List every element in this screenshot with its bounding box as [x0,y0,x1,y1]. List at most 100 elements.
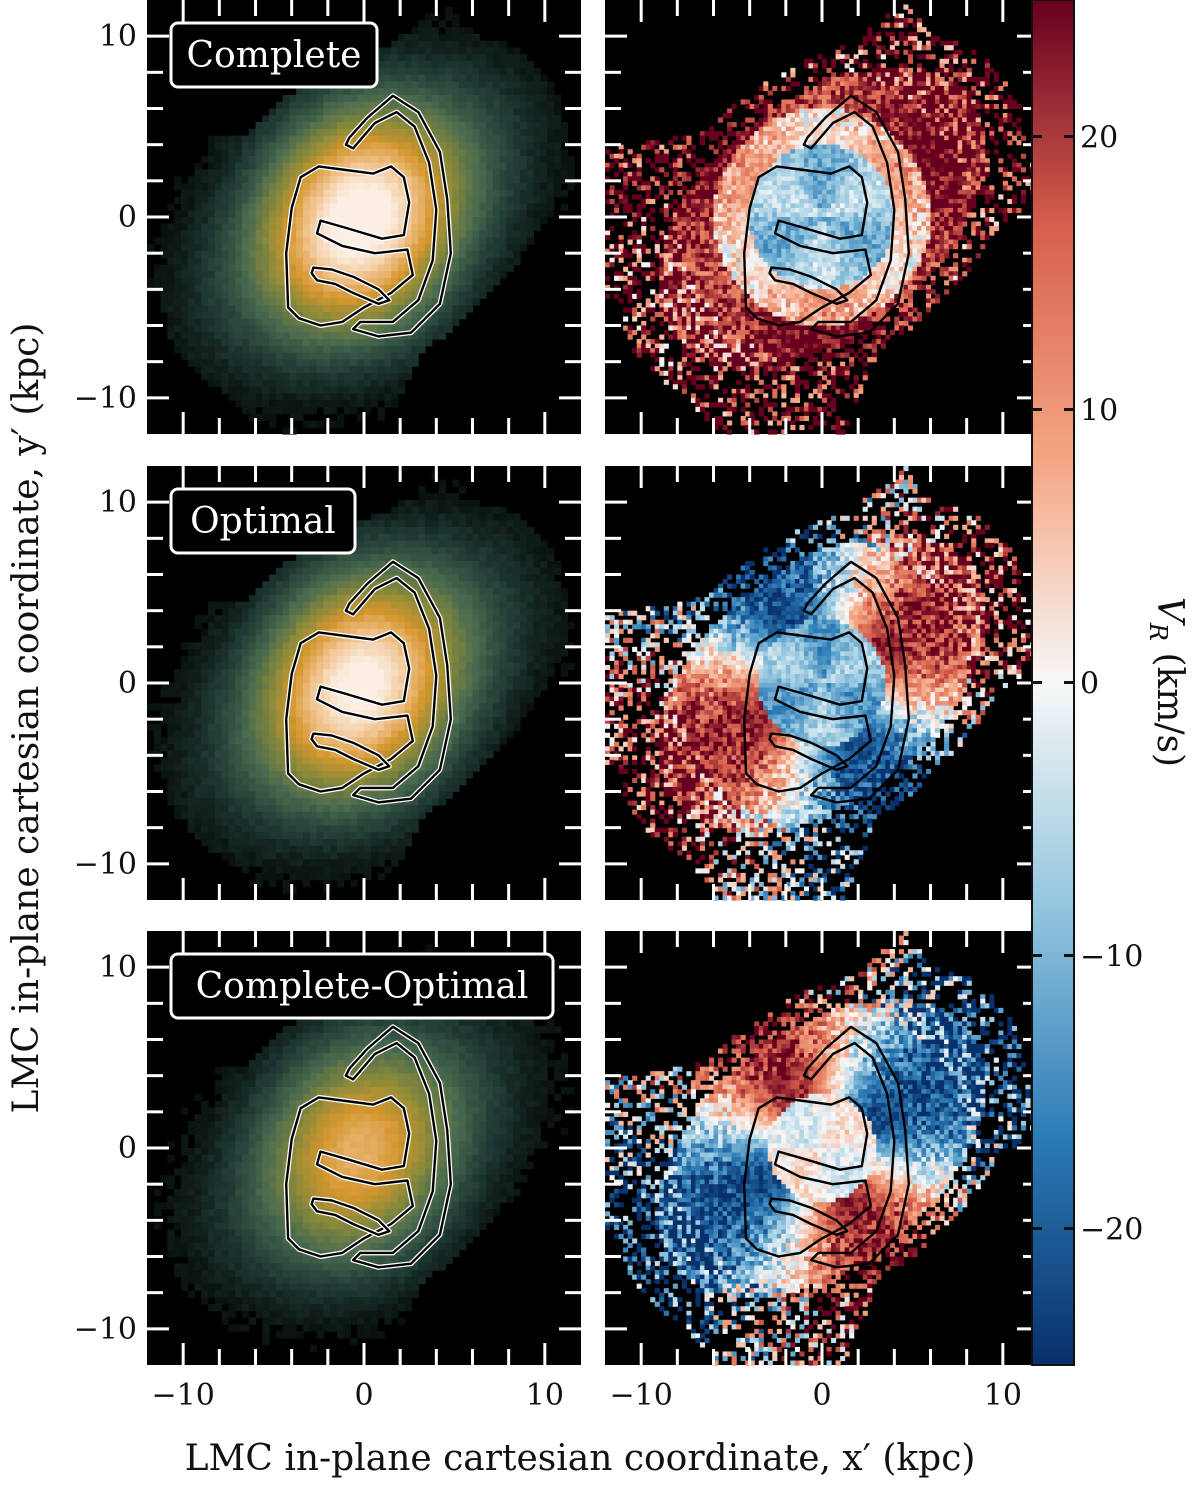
pixel-cell [849,185,855,191]
pixel-cell [962,167,968,173]
pixel-cell [776,117,782,123]
pixel-cell [790,198,796,205]
pixel-cell [262,271,270,279]
pixel-cell [404,33,413,42]
pixel-cell [384,278,392,286]
pixel-cell [776,126,782,132]
pixel-cell [921,108,927,114]
pixel-cell [677,171,683,177]
pixel-cell [1007,171,1013,177]
pixel-cell [377,325,385,333]
pixel-cell [269,359,277,367]
pixel-cell [377,162,385,171]
pixel-cell [930,81,936,87]
pixel-cell [377,176,385,184]
pixel-cell [282,352,291,361]
pixel-cell [916,117,923,123]
pixel-cell [957,230,963,236]
pixel-cell [350,162,358,171]
tick-marks [147,0,581,434]
pixel-cell [282,155,291,164]
pixel-cell [916,27,923,33]
pixel-cell [431,162,440,171]
pixel-cell [903,85,909,92]
pixel-cell [708,194,715,200]
pixel-cell [849,117,855,123]
pixel-cell [445,318,453,327]
pixel-cell [370,176,379,184]
pixel-cell [316,88,324,96]
pixel-cell [645,198,651,205]
pixel-cell [749,126,755,132]
pixel-cell [174,264,182,272]
pixel-cell [316,372,324,381]
pixel-cell [479,142,487,150]
pixel-cell [499,88,508,96]
pixel-cell [898,22,904,28]
pixel-cell [862,167,868,173]
pixel-cell [336,311,345,320]
pixel-cell [794,126,800,132]
pixel-cell [404,230,413,238]
pixel-cell [659,230,665,236]
pixel-cell [993,85,999,92]
pixel-cell [160,264,168,272]
pixel-cell [948,189,954,195]
pixel-cell [397,250,406,259]
pixel-cell [718,140,724,146]
pixel-cell [302,420,311,428]
pixel-cell [214,311,223,320]
pixel-cell [708,144,715,150]
pixel-cell [993,76,999,82]
pixel-cell [214,203,223,211]
pixel-cell [966,194,972,200]
pixel-cell [898,76,904,82]
pixel-cell [438,40,446,49]
pixel-cell [174,210,182,218]
pixel-cell [903,117,909,123]
pixel-cell [876,217,882,223]
pixel-cell [718,189,724,195]
pixel-cell [831,162,837,168]
pixel-cell [826,212,832,218]
pixel-cell [980,230,986,236]
pixel-cell [704,207,710,214]
pixel-cell [844,122,850,128]
pixel-cell [695,180,701,186]
pixel-cell [975,81,981,87]
pixel-cell [377,413,385,422]
pixel-cell [384,400,392,408]
pixel-cell [686,203,692,209]
pixel-cell [898,131,904,137]
pixel-cell [636,176,642,182]
pixel-cell [364,176,372,184]
pixel-cell [425,176,433,184]
pixel-cell [763,126,769,132]
pixel-cell [930,131,936,137]
pixel-cell [962,108,968,114]
pixel-cell [785,230,791,236]
pixel-cell [384,230,392,238]
pixel-cell [187,359,196,367]
pixel-cell [526,81,535,89]
pixel-cell [452,47,460,55]
pixel-cell [907,198,914,205]
pixel-cell [939,189,945,195]
pixel-cell [296,108,304,116]
pixel-cell [486,284,494,293]
pixel-cell [241,183,250,191]
pixel-cell [727,194,733,200]
pixel-cell [812,113,819,119]
pixel-cell [925,108,932,114]
pixel-cell [269,250,277,259]
pixel-cell [948,230,954,236]
pixel-cell [513,155,521,164]
pixel-cell [269,393,277,401]
pixel-cell [492,122,501,130]
pixel-cell [718,167,724,173]
pixel-cell [553,162,562,171]
pixel-cell [296,298,304,306]
pixel-cell [641,203,647,209]
pixel-cell [208,284,216,293]
pixel-cell [885,176,891,182]
